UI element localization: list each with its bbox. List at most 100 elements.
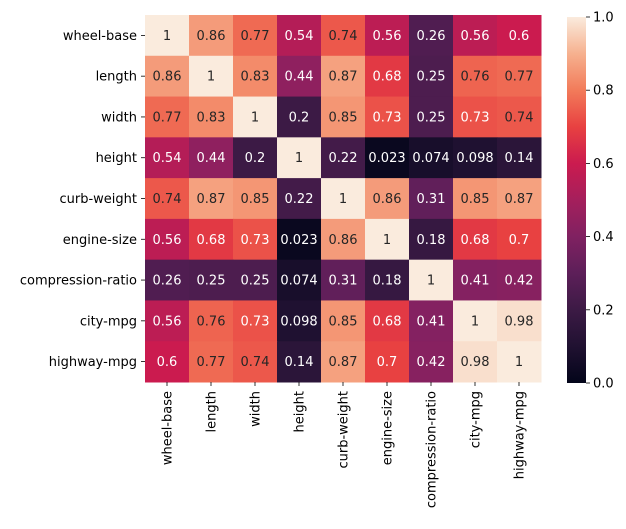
heatmap-cell-city-mpg-engine-size: [365, 300, 410, 342]
cell-value-label: 0.41: [461, 274, 490, 289]
cell-value-label: 0.73: [241, 314, 270, 329]
cell-value-label: 0.42: [417, 355, 446, 370]
heatmap-cell-engine-size-curb-weight: [321, 218, 366, 261]
heatmap-cell-width-curb-weight: [321, 96, 366, 138]
x-axis: wheel-base length width height curb-weight en…: [161, 382, 528, 508]
cell-value-label: 0.25: [241, 274, 270, 289]
cell-value-label: 0.68: [197, 233, 226, 248]
heatmap-cell-length-width: [233, 55, 278, 98]
cell-value-label: 0.26: [153, 274, 182, 289]
heatmap-cell-curb-weight-engine-size: [365, 178, 410, 220]
cell-value-label: 0.098: [456, 151, 493, 166]
x-tick-label-width: width: [249, 391, 264, 427]
cell-value-label: 0.85: [329, 110, 358, 125]
cell-value-label: 1: [383, 233, 391, 248]
cell-value-label: 0.26: [417, 29, 446, 44]
heatmap-cell-compression-ratio-engine-size: [365, 259, 410, 301]
cell-value-label: 0.31: [417, 192, 446, 207]
cell-value-label: 0.73: [373, 110, 402, 125]
heatmap-cell-highway-mpg-city-mpg: [453, 341, 498, 383]
heatmap-cell-wheel-base-city-mpg: [453, 15, 498, 57]
cell-value-label: 0.42: [505, 274, 534, 289]
cell-value-label: 0.31: [329, 274, 358, 289]
heatmap-cell-engine-size-height: [277, 218, 322, 261]
cell-value-label: 0.86: [153, 70, 182, 85]
cell-value-label: 1: [295, 151, 303, 166]
cell-value-label: 0.74: [505, 110, 534, 125]
cell-value-label: 0.86: [373, 192, 402, 207]
heatmap-cell-compression-ratio-highway-mpg: [497, 259, 542, 301]
cell-value-label: 0.074: [412, 151, 449, 166]
cell-value-label: 0.6: [157, 355, 178, 370]
heatmap-cell-city-mpg-compression-ratio: [409, 300, 454, 342]
heatmap-cell-wheel-base-wheel-base: [145, 15, 190, 57]
cell-value-label: 0.54: [285, 29, 314, 44]
heatmap-cell-width-length: [189, 96, 234, 138]
heatmap-cell-height-highway-mpg: [497, 137, 542, 179]
cell-value-label: 0.87: [329, 355, 358, 370]
cell-value-label: 0.85: [329, 314, 358, 329]
cell-value-label: 0.77: [153, 110, 182, 125]
heatmap-cell-wheel-base-width: [233, 15, 278, 57]
heatmap-cell-curb-weight-highway-mpg: [497, 178, 542, 220]
cell-value-label: 0.86: [329, 233, 358, 248]
y-tick-label-curb-weight: curb-weight: [59, 192, 137, 207]
cell-value-label: 0.73: [241, 233, 270, 248]
y-tick-label-width: width: [101, 110, 137, 125]
heatmap-cell-compression-ratio-wheel-base: [145, 259, 190, 301]
heatmap-cell-width-wheel-base: [145, 96, 190, 138]
x-tick-label-length: length: [205, 391, 220, 432]
cell-value-label: 0.7: [509, 233, 530, 248]
cell-value-label: 0.77: [197, 355, 226, 370]
heatmap-cell-compression-ratio-width: [233, 259, 278, 301]
heatmap-cell-height-height: [277, 137, 322, 179]
cell-value-label: 0.56: [461, 29, 490, 44]
heatmap-cell-height-city-mpg: [453, 137, 498, 179]
cell-value-label: 0.87: [197, 192, 226, 207]
cell-value-label: 0.098: [280, 314, 317, 329]
cell-value-label: 0.023: [368, 151, 405, 166]
heatmap-cell-engine-size-compression-ratio: [409, 218, 454, 261]
heatmap-cell-wheel-base-highway-mpg: [497, 15, 542, 57]
cell-value-label: 0.41: [417, 314, 446, 329]
x-tick-label-wheel-base: wheel-base: [161, 391, 176, 465]
heatmap-cell-city-mpg-height: [277, 300, 322, 342]
heatmap-cell-engine-size-city-mpg: [453, 218, 498, 261]
heatmap-cell-length-highway-mpg: [497, 55, 542, 98]
heatmap-cell-curb-weight-wheel-base: [145, 178, 190, 220]
colorbar-tick-label: 0.6: [593, 157, 614, 172]
cell-value-label: 0.74: [329, 29, 358, 44]
heatmap-cell-width-highway-mpg: [497, 96, 542, 138]
heatmap-cell-width-width: [233, 96, 278, 138]
heatmap-cell-height-width: [233, 137, 278, 179]
cell-value-label: 0.2: [289, 110, 310, 125]
cell-value-label: 0.77: [241, 29, 270, 44]
cell-value-label: 0.68: [461, 233, 490, 248]
cell-value-label: 0.44: [285, 70, 314, 85]
y-tick-label-compression-ratio: compression-ratio: [20, 274, 137, 289]
cell-value-label: 0.77: [505, 70, 534, 85]
cell-value-label: 0.74: [153, 192, 182, 207]
x-tick-label-engine-size: engine-size: [381, 391, 396, 465]
y-tick-label-height: height: [96, 151, 137, 166]
heatmap-cell-length-city-mpg: [453, 55, 498, 98]
heatmap-cell-length-compression-ratio: [409, 55, 454, 98]
y-tick-label-engine-size: engine-size: [63, 233, 137, 248]
cell-value-label: 0.86: [197, 29, 226, 44]
cell-value-label: 0.87: [329, 70, 358, 85]
heatmap-cell-highway-mpg-length: [189, 341, 234, 383]
colorbar: 0.0 0.2 0.4 0.6 0.8 1.0: [567, 11, 614, 392]
cell-value-label: 0.023: [280, 233, 317, 248]
heatmap-cell-compression-ratio-length: [189, 259, 234, 301]
heatmap-cell-engine-size-highway-mpg: [497, 218, 542, 261]
cell-value-label: 0.73: [461, 110, 490, 125]
heatmap-cell-length-engine-size: [365, 55, 410, 98]
y-tick-label-city-mpg: city-mpg: [80, 314, 137, 329]
heatmap-cell-width-compression-ratio: [409, 96, 454, 138]
heatmap-cell-engine-size-wheel-base: [145, 218, 190, 261]
cell-value-label: 0.14: [505, 151, 534, 166]
cell-value-label: 1: [515, 355, 523, 370]
y-tick-label-wheel-base: wheel-base: [63, 29, 137, 44]
x-tick-label-highway-mpg: highway-mpg: [513, 391, 528, 479]
heatmap-cell-highway-mpg-width: [233, 341, 278, 383]
